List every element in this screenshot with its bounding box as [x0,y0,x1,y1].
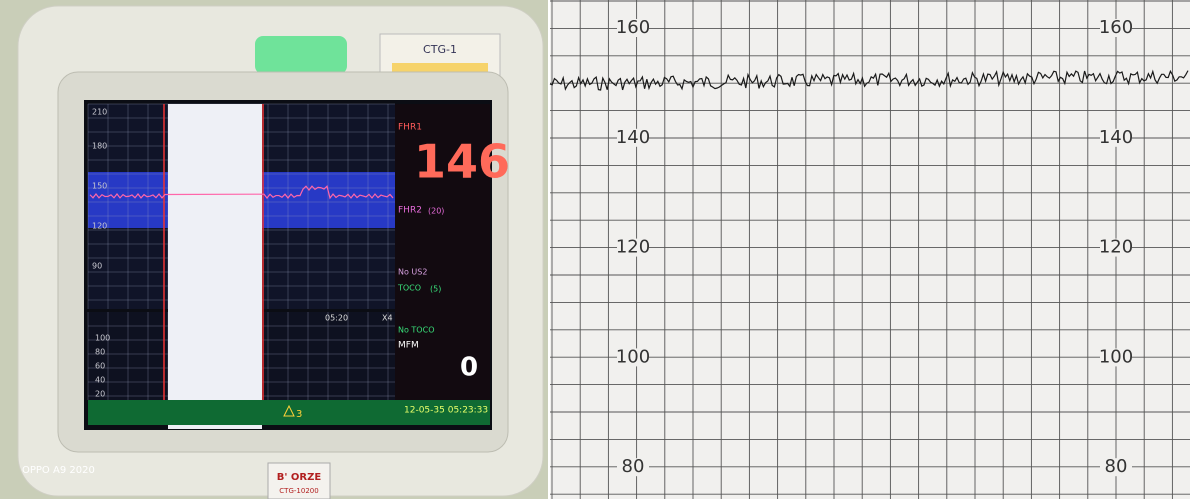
toco-value: (5) [430,285,441,294]
mfm-label: MFM [398,341,419,351]
power-light [255,36,347,74]
fhr-scale-label: 90 [92,262,102,271]
paper-scale-label: 160 [616,17,650,38]
alarm-count: 3 [296,409,302,420]
paper-scale-label: 80 [622,456,645,477]
paper-scale-label: 100 [616,346,650,367]
fhr2-value: (20) [428,207,444,216]
mfm-value: 0 [460,353,478,383]
paper-scale-label: 120 [616,237,650,258]
paper-scale-label: 80 [1105,456,1128,477]
paper-scale-label: 100 [1099,346,1133,367]
brand: B' ORZE [277,472,322,483]
fhr1-value: 146 [414,135,510,189]
datetime: 12-05-35 05:23:33 [404,406,488,416]
model: CTG-10200 [279,487,318,495]
fhr-scale-label: 210 [92,108,107,117]
time-marker: 05:20 [325,314,348,323]
fhr-scale-label: 150 [92,182,107,191]
toco-scale-label: 100 [95,334,110,343]
toco-scale-label: 80 [95,348,105,357]
us2-status: No US2 [398,268,427,277]
glare [168,104,262,429]
toco-scale-label: 40 [95,376,105,385]
paper-scale-label: 160 [1099,17,1133,38]
watermark: OPPO A9 2020 [22,465,95,476]
toco-scale-label: 20 [95,390,105,399]
paper-scale-label: 120 [1099,237,1133,258]
toco-label: TOCO [397,284,421,293]
speed: X4 [382,314,393,323]
paper-scale-label: 140 [616,127,650,148]
fhr-scale-label: 180 [92,142,107,151]
toco-status: No TOCO [398,326,435,335]
paper-scale-label: 140 [1099,127,1133,148]
screenshot: CTG-1 210 180 150 120 90 100 80 60 40 20 FHR1 146… [0,0,1190,499]
fhr2-label: FHR2 [398,206,422,216]
fhr-scale-label: 120 [92,222,107,231]
sticker-title: CTG-1 [423,43,457,56]
fhr1-label: FHR1 [398,123,422,133]
toco-scale-label: 60 [95,362,105,371]
